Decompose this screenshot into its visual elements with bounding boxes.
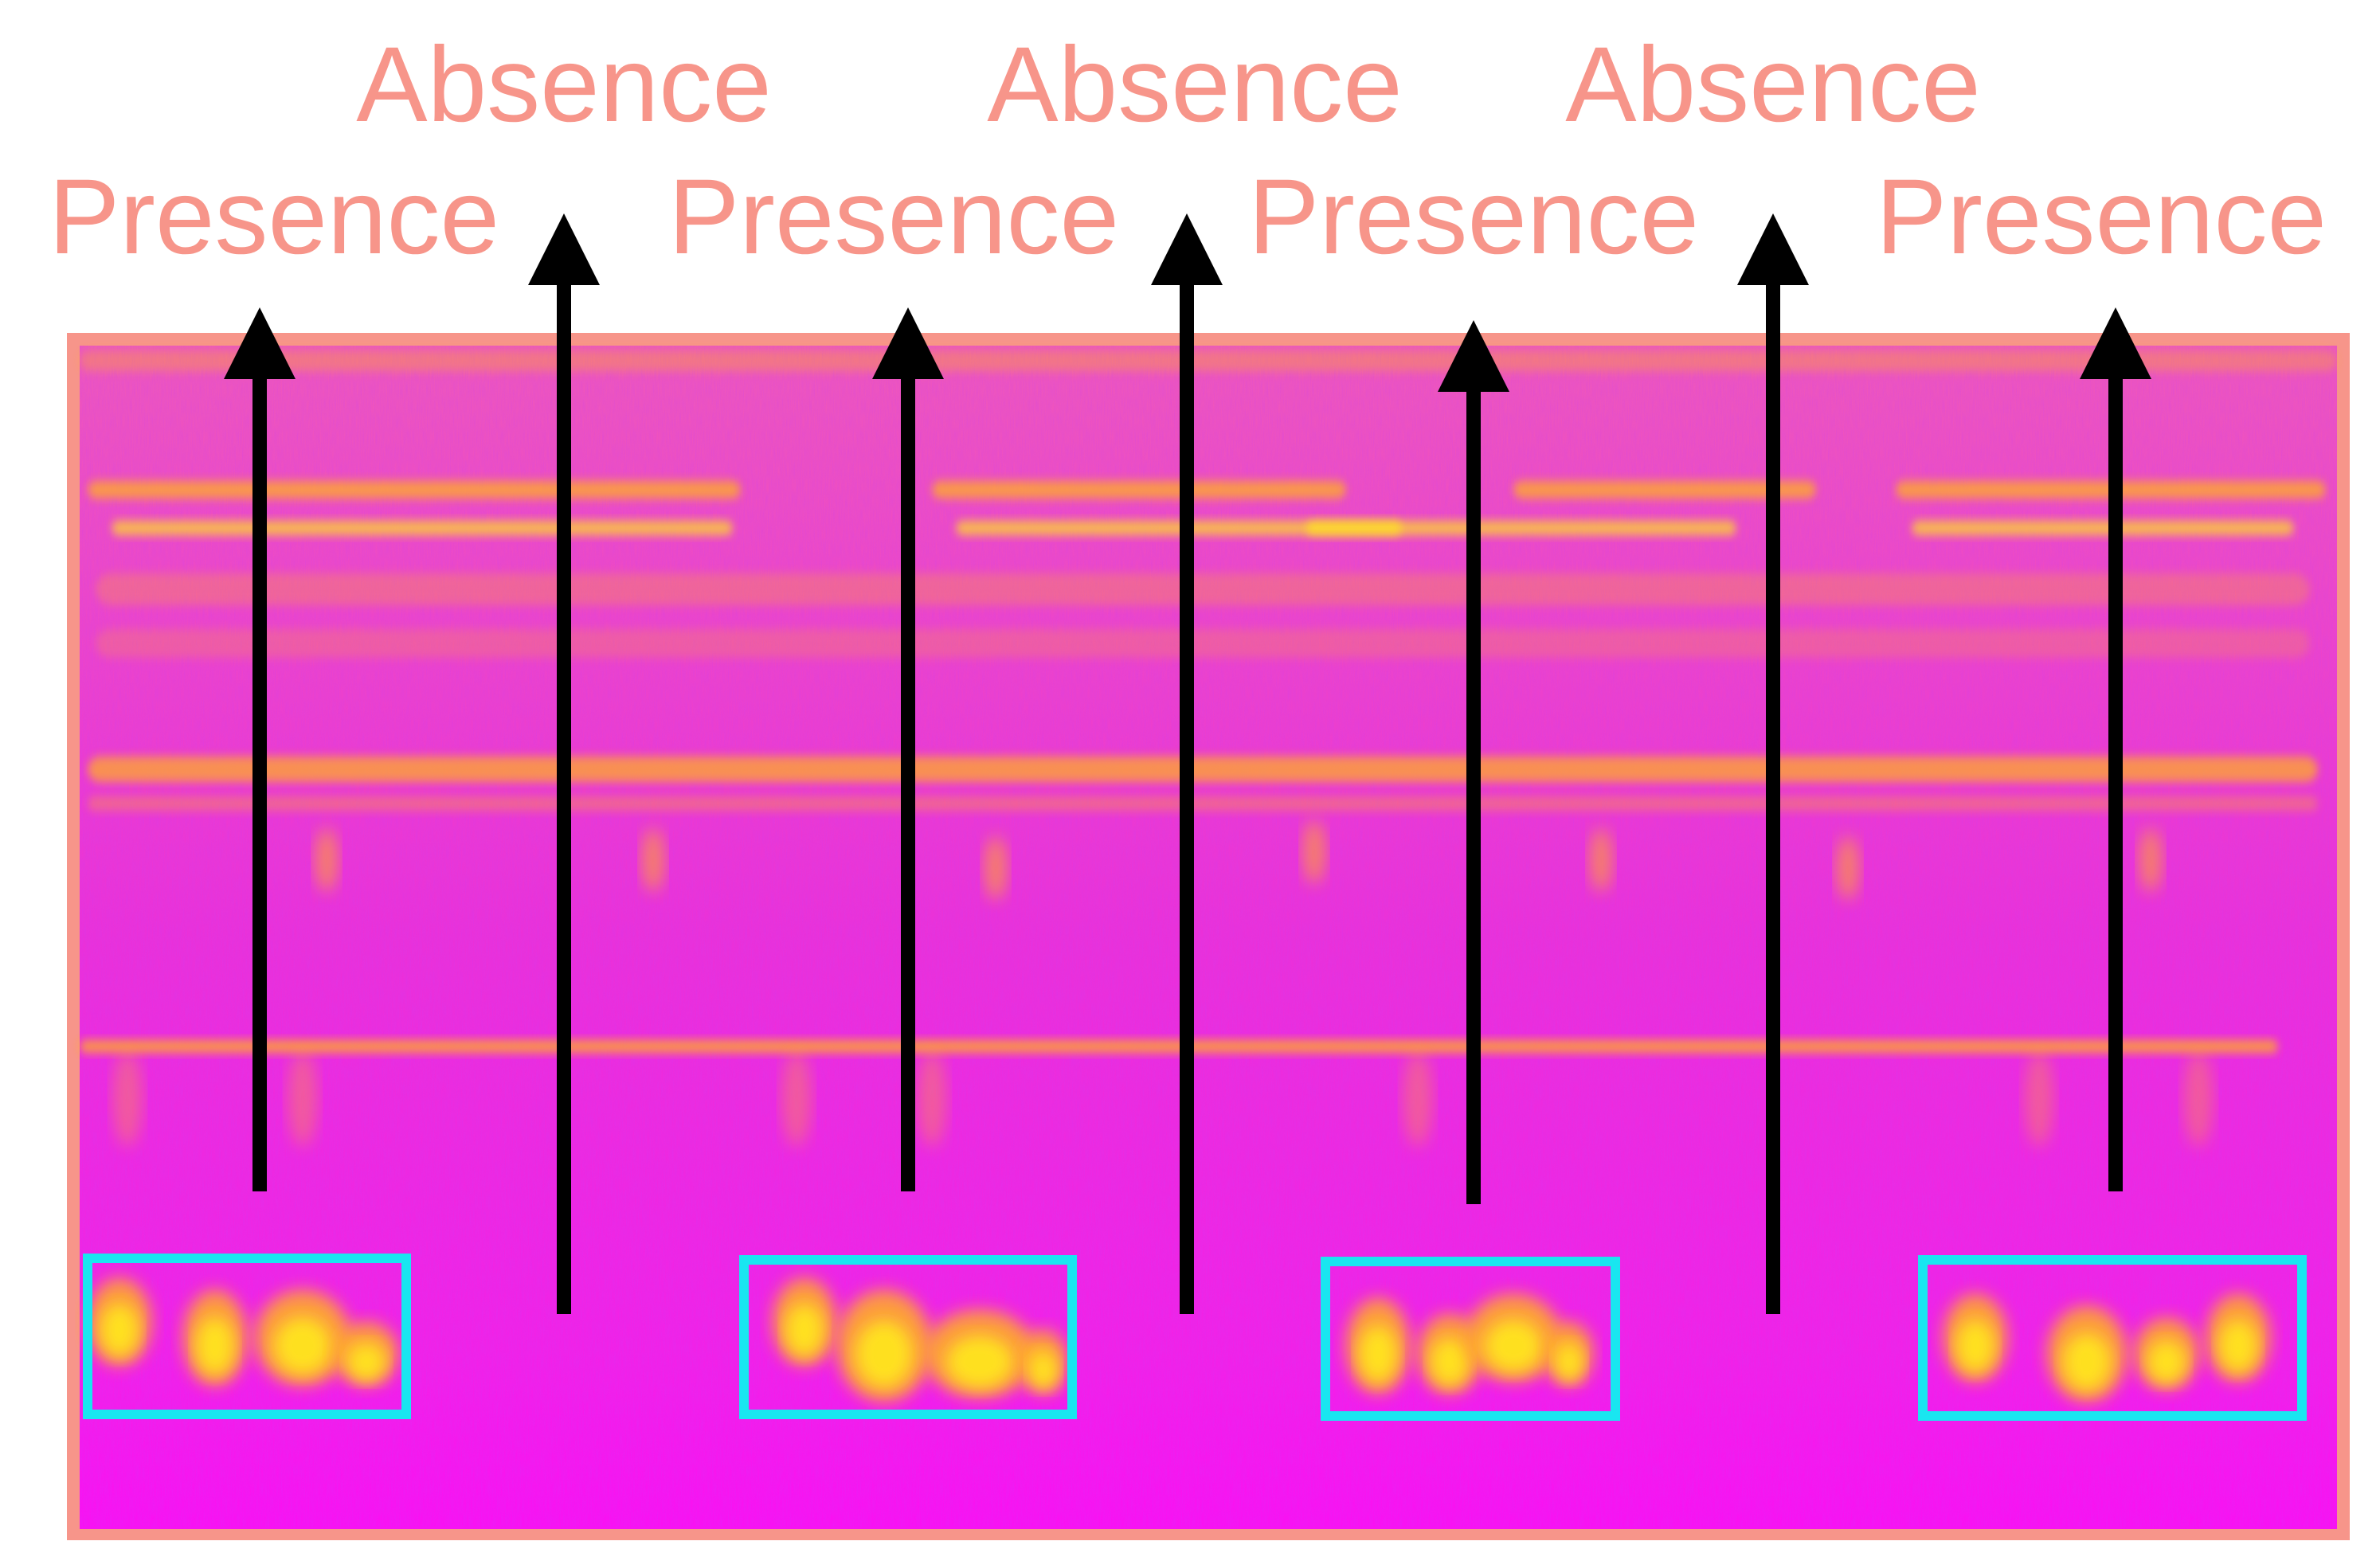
streak-mark bbox=[2025, 1051, 2053, 1147]
harmonic-band bbox=[96, 629, 2310, 658]
streak-mark bbox=[288, 1051, 317, 1147]
detection-box-3 bbox=[1321, 1257, 1620, 1421]
chirp-mark bbox=[315, 828, 338, 892]
harmonic-band bbox=[932, 481, 1346, 499]
call-energy-hot bbox=[2219, 1320, 2257, 1372]
detection-boxes bbox=[83, 1254, 2307, 1421]
chirp-mark bbox=[984, 836, 1007, 900]
tone-line bbox=[80, 1040, 2278, 1053]
chirp-mark bbox=[1303, 820, 1325, 884]
call-energy-hot bbox=[1029, 1351, 1058, 1389]
streak-mark bbox=[1403, 1051, 1432, 1147]
noise-band bbox=[80, 350, 2337, 371]
chirp-mark bbox=[2139, 828, 2162, 892]
harmonic-band bbox=[1306, 521, 1736, 535]
streak-mark bbox=[918, 1051, 946, 1147]
harmonic-band bbox=[96, 573, 2310, 605]
streak-mark bbox=[113, 1051, 142, 1147]
chirp-mark bbox=[1590, 828, 1612, 892]
harmonic-band bbox=[112, 521, 733, 535]
harmonic-band bbox=[88, 796, 2318, 811]
absence-label-1: Absence bbox=[356, 25, 771, 144]
arrows bbox=[224, 213, 2151, 1314]
harmonic-band bbox=[88, 757, 2318, 782]
call-energy-hot bbox=[855, 1320, 913, 1387]
labels: Absence Absence Absence Presence Presenc… bbox=[49, 25, 2327, 276]
presence-label-3: Presence bbox=[1248, 158, 1699, 276]
absence-label-2: Absence bbox=[987, 25, 1402, 144]
harmonic-band bbox=[88, 481, 741, 499]
chirp-mark bbox=[642, 828, 664, 892]
call-energy-hot bbox=[2063, 1333, 2111, 1390]
call-energy-hot bbox=[274, 1317, 331, 1375]
harmonic-band bbox=[1912, 521, 2294, 535]
harmonic-band bbox=[956, 521, 1402, 535]
call-energy-hot bbox=[196, 1317, 234, 1375]
call-energy-hot bbox=[1956, 1320, 1994, 1372]
detection-box-4 bbox=[1918, 1255, 2307, 1421]
call-energy-hot bbox=[1431, 1338, 1469, 1386]
presence-label-2: Presence bbox=[668, 158, 1119, 276]
detection-box-2 bbox=[739, 1255, 1077, 1419]
call-energy-hot bbox=[946, 1336, 1013, 1388]
call-energy-hot bbox=[1485, 1320, 1542, 1372]
presence-label-1: Presence bbox=[49, 158, 499, 276]
spectrogram-energy bbox=[80, 350, 2337, 1402]
chirp-mark bbox=[1837, 836, 1859, 900]
harmonic-band bbox=[1513, 481, 1816, 499]
spectrogram-panel bbox=[67, 333, 2350, 1540]
presence-label-4: Presence bbox=[1876, 158, 2327, 276]
call-energy-hot bbox=[785, 1304, 824, 1356]
call-energy-hot bbox=[347, 1343, 386, 1381]
absence-label-3: Absence bbox=[1565, 25, 1980, 144]
streak-mark bbox=[782, 1051, 811, 1147]
streak-mark bbox=[2184, 1051, 2213, 1147]
call-energy-hot bbox=[100, 1304, 139, 1356]
call-energy-hot bbox=[1359, 1325, 1397, 1383]
call-energy-hot bbox=[1555, 1343, 1583, 1381]
detection-box-1 bbox=[83, 1254, 411, 1419]
call-energy-hot bbox=[2147, 1340, 2186, 1383]
